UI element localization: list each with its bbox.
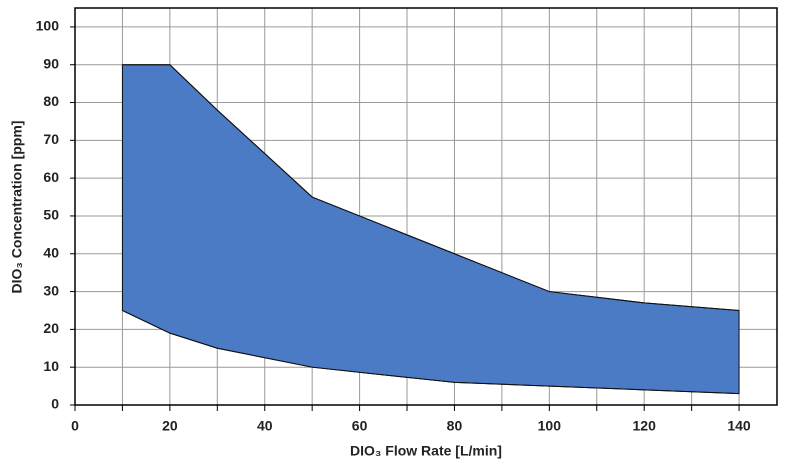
x-tick-label: 80 — [447, 418, 463, 434]
y-tick-label: 90 — [43, 55, 59, 71]
x-tick-label: 140 — [727, 418, 751, 434]
y-tick-label: 100 — [36, 18, 60, 34]
y-tick-label: 40 — [43, 244, 59, 260]
y-tick-label: 20 — [43, 320, 59, 336]
x-tick-label: 20 — [162, 418, 178, 434]
x-axis-label: DIO₃ Flow Rate [L/min] — [350, 443, 502, 459]
lower-edge — [122, 310, 740, 395]
y-axis-label: DIO₃ Concentration [ppm] — [9, 121, 25, 294]
x-tick-label: 40 — [257, 418, 273, 434]
upper-edge — [122, 64, 740, 311]
y-tick-label: 80 — [43, 93, 59, 109]
x-tick-label: 0 — [71, 418, 79, 434]
y-tick-label: 30 — [43, 282, 59, 298]
x-tick-label: 100 — [538, 418, 562, 434]
y-tick-label: 10 — [43, 358, 59, 374]
y-tick-label: 0 — [51, 396, 59, 412]
y-tick-label: 60 — [43, 169, 59, 185]
plot-frame — [74, 7, 778, 406]
x-tick-label: 120 — [633, 418, 657, 434]
y-tick-label: 70 — [43, 131, 59, 147]
x-tick-label: 60 — [352, 418, 368, 434]
y-tick-label: 50 — [43, 207, 59, 223]
